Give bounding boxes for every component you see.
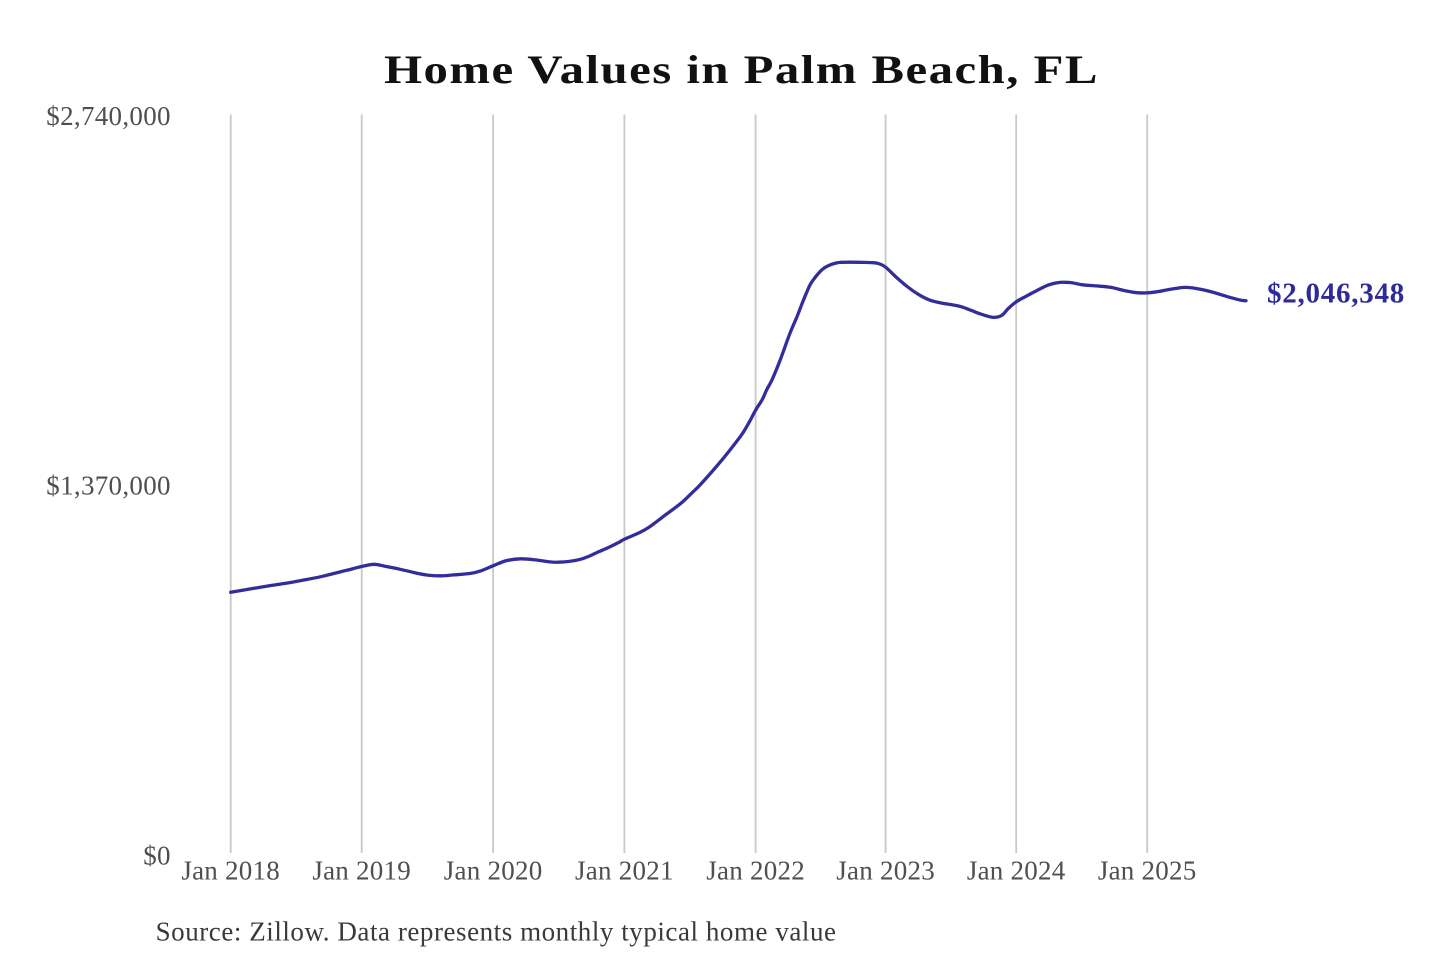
svg-text:Jan 2025: Jan 2025 (1098, 856, 1197, 886)
svg-text:Jan 2019: Jan 2019 (312, 856, 411, 886)
svg-text:Home Values in Palm Beach, FL: Home Values in Palm Beach, FL (384, 47, 1099, 92)
svg-text:Jan 2018: Jan 2018 (181, 856, 280, 886)
svg-text:Jan 2024: Jan 2024 (967, 856, 1066, 886)
svg-text:$2,740,000: $2,740,000 (46, 101, 171, 131)
svg-text:$1,370,000: $1,370,000 (46, 470, 171, 500)
svg-text:Jan 2021: Jan 2021 (575, 856, 674, 886)
svg-text:Jan 2022: Jan 2022 (706, 856, 805, 886)
svg-text:Jan 2020: Jan 2020 (444, 856, 543, 886)
svg-text:$2,046,348: $2,046,348 (1267, 278, 1405, 310)
svg-text:Jan 2023: Jan 2023 (836, 856, 935, 886)
svg-text:$0: $0 (143, 841, 171, 871)
svg-text:Source: Zillow. Data represent: Source: Zillow. Data represents monthly … (156, 916, 837, 946)
